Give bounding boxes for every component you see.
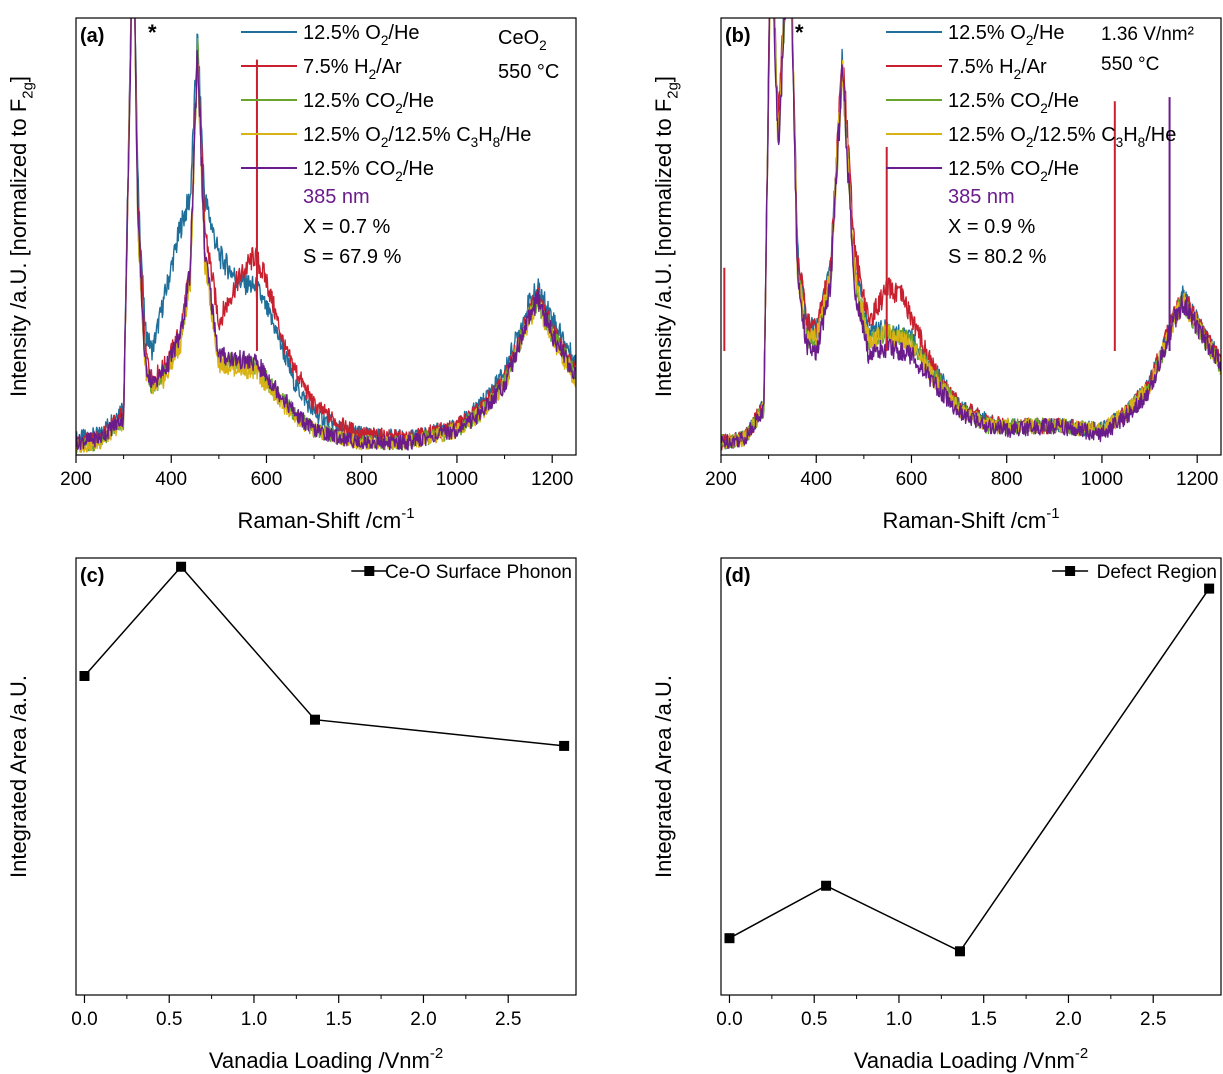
x-tick-label: 2.0 xyxy=(1055,1009,1081,1030)
info-text: 385 nm xyxy=(948,186,1015,208)
annotation-temperature: 550 °C xyxy=(1101,54,1159,75)
legend-entry-label: 7.5% H2/Ar xyxy=(303,56,402,82)
legend-entry-label: 12.5% CO2/He xyxy=(303,158,434,184)
data-point-marker xyxy=(559,740,570,751)
data-point-marker xyxy=(954,946,965,957)
x-tick-label: 2.5 xyxy=(495,1009,521,1030)
legend-entry-label: Defect Region xyxy=(1097,562,1217,583)
info-text: 385 nm xyxy=(303,186,370,208)
info-text: S = 67.9 % xyxy=(303,246,402,268)
plot-frame xyxy=(720,17,1222,456)
x-tick-label: 0.0 xyxy=(716,1009,742,1030)
x-tick-label: 1.0 xyxy=(886,1009,912,1030)
peak-star-marker: * xyxy=(148,20,157,45)
x-axis-label: Vanadia Loading /Vnm-2 xyxy=(854,1045,1088,1073)
legend-entry-label: 7.5% H2/Ar xyxy=(948,56,1047,82)
spectrum-line-o2 xyxy=(76,18,576,447)
y-axis-label: Integrated Area /a.U. xyxy=(651,675,676,878)
x-tick-label: 600 xyxy=(251,469,283,490)
x-tick-label: 1200 xyxy=(531,469,573,490)
panel-label: (d) xyxy=(725,565,751,587)
legend-entry-label: 12.5% O2/He xyxy=(948,22,1065,48)
info-text: X = 0.9 % xyxy=(948,216,1035,238)
x-tick-label: 1000 xyxy=(1081,469,1123,490)
series-line xyxy=(729,588,1210,953)
y-axis-label: Intensity /a.U. [normalized to F2g] xyxy=(651,76,682,397)
legend-entry-label: 12.5% CO2/He xyxy=(948,90,1079,116)
legend-entry-label: Ce-O Surface Phonon xyxy=(385,562,572,583)
annotation-temperature: 550 °C xyxy=(498,61,559,83)
x-tick-label: 800 xyxy=(991,469,1023,490)
x-tick-label: 0.5 xyxy=(156,1009,182,1030)
x-tick-label: 1.0 xyxy=(241,1009,267,1030)
panel-c: 0.0 0.5 1.0 1.5 2.0 2.5 Vanadia Loading /Vnm-2… xyxy=(6,557,577,1073)
plot-frame xyxy=(75,17,577,456)
data-point-marker xyxy=(821,880,832,891)
annotation-sample: CeO2 xyxy=(498,27,547,53)
legend-entry-label: 12.5% O2/12.5% C3H8/He xyxy=(303,124,531,150)
y-axis-label: Integrated Area /a.U. xyxy=(6,675,31,878)
x-tick-label: 2.5 xyxy=(1140,1009,1166,1030)
plot-area xyxy=(83,565,565,747)
panel-label: (a) xyxy=(80,25,104,47)
info-text: X = 0.7 % xyxy=(303,216,390,238)
legend-marker xyxy=(364,566,375,576)
data-point-marker xyxy=(1204,583,1215,594)
x-tick-label: 600 xyxy=(896,469,928,490)
panel-label: (c) xyxy=(80,565,104,587)
data-point-marker xyxy=(724,933,735,944)
plot-area xyxy=(76,18,576,455)
y-axis-label: Intensity /a.U. [normalized to F2g] xyxy=(6,76,37,397)
series-line xyxy=(83,565,565,747)
data-point-marker xyxy=(79,670,90,681)
panel-b: 200 400 600 800 1000 1200 Raman-Shift /cm-1 Int… xyxy=(651,17,1222,533)
x-tick-label: 1200 xyxy=(1176,469,1218,490)
panel-d: 0.0 0.5 1.0 1.5 2.0 2.5 Vanadia Loading /Vnm-2… xyxy=(651,557,1222,1073)
x-tick-label: 1.5 xyxy=(971,1009,997,1030)
x-tick-label: 1000 xyxy=(436,469,478,490)
legend-entry-label: 12.5% CO2/He xyxy=(303,90,434,116)
annotation-loading: 1.36 V/nm² xyxy=(1101,24,1194,45)
legend-entry-label: 12.5% O2/12.5% C3H8/He xyxy=(948,124,1176,150)
panel-label: (b) xyxy=(725,25,751,47)
x-tick-label: 400 xyxy=(155,469,187,490)
peak-star-marker: * xyxy=(795,20,804,45)
x-axis-label: Vanadia Loading /Vnm-2 xyxy=(209,1045,443,1073)
plot-area xyxy=(721,18,1221,451)
data-point-marker xyxy=(176,561,187,572)
x-tick-label: 0.0 xyxy=(71,1009,97,1030)
plot-frame xyxy=(720,557,1222,996)
plot-area xyxy=(729,588,1210,953)
x-tick-label: 800 xyxy=(346,469,378,490)
x-tick-label: 400 xyxy=(800,469,832,490)
x-tick-label: 200 xyxy=(705,469,737,490)
legend-entry-label: 12.5% O2/He xyxy=(303,22,420,48)
spectrum-line-co2b xyxy=(721,18,1221,449)
x-tick-label: 2.0 xyxy=(410,1009,436,1030)
legend-marker xyxy=(1065,566,1076,576)
spectrum-line-h2 xyxy=(721,18,1221,451)
x-axis-label: Raman-Shift /cm-1 xyxy=(882,505,1059,533)
plot-frame xyxy=(75,557,577,996)
info-text: S = 80.2 % xyxy=(948,246,1047,268)
data-point-marker xyxy=(309,714,320,725)
legend-entry-label: 12.5% CO2/He xyxy=(948,158,1079,184)
spectrum-line-co2b xyxy=(76,18,576,451)
panel-a: 200 400 600 800 1000 1200 Raman-Shift /cm-1 Int… xyxy=(6,17,577,533)
x-tick-label: 200 xyxy=(60,469,92,490)
x-tick-label: 0.5 xyxy=(801,1009,827,1030)
x-axis-label: Raman-Shift /cm-1 xyxy=(237,505,414,533)
x-tick-label: 1.5 xyxy=(326,1009,352,1030)
